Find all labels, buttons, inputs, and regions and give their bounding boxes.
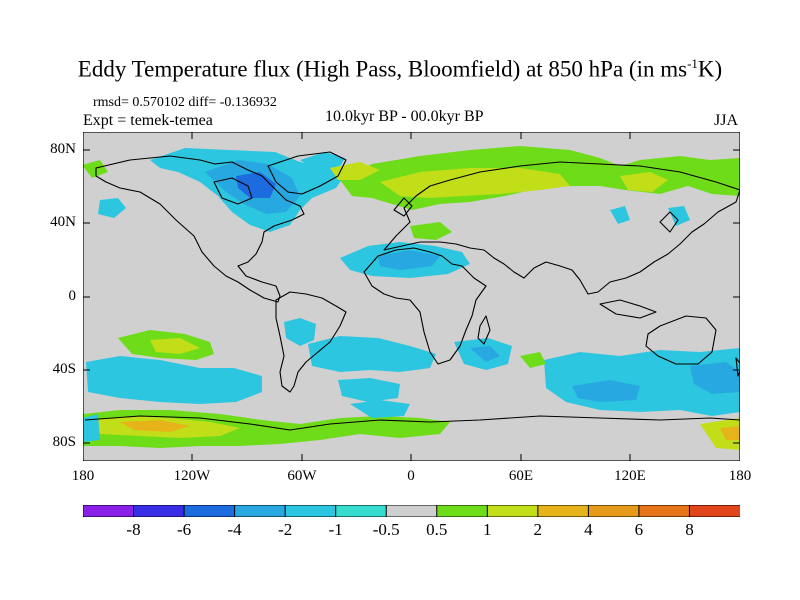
colorbar	[83, 505, 740, 517]
lat-label-80s: 80S	[52, 434, 76, 450]
colorbar-label: -1	[328, 520, 343, 539]
colorbar-swatch	[234, 505, 287, 517]
colorbar-swatch	[436, 505, 489, 517]
colorbar-label: 0.5	[426, 520, 448, 539]
anomaly-subtropical-atlantic	[340, 242, 470, 278]
lat-label-80n: 80N	[50, 141, 76, 157]
lon-label-60w: 60W	[287, 468, 317, 484]
lat-label-40n: 40N	[50, 214, 76, 230]
experiment-label: Expt = temek-temea	[83, 112, 213, 129]
season-label: JJA	[714, 112, 739, 129]
colorbar-swatch	[688, 505, 740, 517]
colorbar-label: -2	[278, 520, 293, 539]
colorbar-swatch	[486, 505, 539, 517]
colorbar-label: 8	[685, 520, 694, 539]
lon-label-120w: 120W	[173, 468, 211, 484]
lon-label-60e: 60E	[508, 468, 534, 484]
map-area	[83, 132, 740, 461]
colorbar-label: 1	[483, 520, 492, 539]
lat-label-40s: 40S	[52, 361, 76, 377]
colorbar-label: 6	[634, 520, 644, 539]
lon-label-180w: 180	[71, 468, 95, 484]
colorbar-swatch	[385, 505, 438, 517]
map-title: Eddy Temperature flux (High Pass, Bloomf…	[77, 56, 723, 82]
colorbar-swatch	[587, 505, 640, 517]
lon-label-180e: 180	[728, 468, 752, 484]
period-label: 10.0kyr BP - 00.0kyr BP	[325, 108, 484, 125]
colorbar-label: -8	[126, 520, 141, 539]
colorbar-swatch	[133, 505, 186, 517]
colorbar-swatch	[183, 505, 236, 517]
axis-ticks	[83, 132, 740, 461]
anomaly-eurasia	[330, 146, 740, 240]
colorbar-label: -0.5	[372, 520, 400, 539]
rmsd-diff-stats: rmsd= 0.570102 diff= -0.136932	[93, 95, 277, 110]
lon-label-120e: 120E	[614, 468, 646, 484]
colorbar-swatch	[284, 505, 337, 517]
lon-label-0: 0	[407, 468, 415, 484]
coastlines	[84, 151, 740, 431]
colorbar-swatch	[83, 505, 135, 517]
colorbar-label: 4	[584, 520, 593, 539]
colorbar-label: -4	[227, 520, 242, 539]
colorbar-label: 2	[533, 520, 543, 539]
colorbar-swatch	[638, 505, 691, 517]
colorbar-swatch	[335, 505, 388, 517]
anomaly-southern-hemisphere	[86, 318, 740, 416]
anomaly-antarctic-band	[83, 400, 740, 450]
anomaly-north-america	[83, 148, 345, 232]
colorbar-label: -6	[177, 520, 192, 539]
lat-label-eq: 0	[68, 288, 77, 304]
colorbar-swatch	[537, 505, 590, 517]
